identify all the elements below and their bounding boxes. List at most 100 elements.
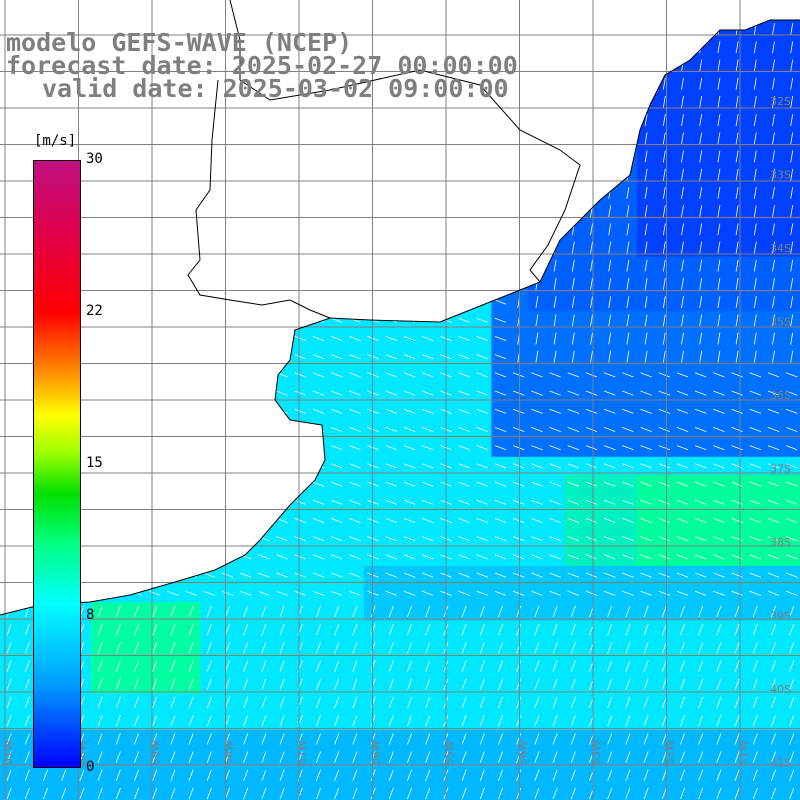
wind-arrow — [662, 277, 666, 290]
wind-arrow — [622, 536, 634, 542]
wind-arrow — [698, 660, 704, 672]
wind-arrow — [148, 208, 161, 214]
wind-arrow — [367, 354, 379, 360]
field-cell — [163, 365, 183, 385]
latitude-label: 35S — [770, 316, 791, 329]
wind-arrow — [112, 518, 125, 523]
wind-arrow — [349, 172, 361, 178]
wind-arrow — [571, 114, 575, 127]
wind-arrow — [115, 751, 121, 763]
field-cell — [200, 365, 219, 385]
wind-arrow — [330, 299, 343, 305]
wind-arrow — [643, 678, 649, 691]
wind-arrow — [694, 427, 707, 432]
wind-arrow — [681, 77, 684, 90]
wind-arrow — [148, 390, 161, 396]
wind-arrow — [276, 390, 288, 396]
field-cell — [382, 183, 401, 203]
wind-arrow — [312, 172, 325, 178]
wind-arrow — [753, 296, 757, 309]
wind-arrow — [112, 208, 125, 214]
wind-arrow — [206, 751, 212, 763]
wind-arrow — [279, 714, 285, 727]
wind-arrow — [590, 241, 593, 254]
wind-arrow — [94, 172, 106, 178]
wind-arrow — [94, 354, 106, 360]
field-cell — [0, 183, 19, 203]
wind-arrow — [385, 590, 398, 596]
wind-arrow — [403, 408, 416, 414]
field-cell — [400, 111, 420, 130]
wind-arrow — [789, 733, 795, 745]
wind-arrow — [206, 714, 212, 727]
wind-arrow — [167, 590, 179, 596]
wind-arrow — [115, 769, 121, 782]
wind-arrow — [681, 168, 684, 181]
wind-arrow — [622, 554, 634, 560]
field-cell — [655, 56, 674, 76]
wind-arrow — [694, 572, 707, 578]
wind-arrow — [421, 263, 434, 269]
wind-arrow — [421, 481, 434, 487]
wind-arrow — [771, 660, 776, 672]
wind-arrow — [680, 714, 685, 727]
wind-arrow — [644, 150, 648, 163]
wind-arrow — [221, 590, 234, 596]
wind-arrow — [608, 77, 612, 90]
wind-arrow — [676, 536, 689, 542]
wind-arrow — [571, 296, 575, 309]
wind-arrow — [261, 696, 267, 709]
wind-arrow — [185, 372, 197, 378]
wind-arrow — [567, 572, 580, 578]
wind-arrow — [367, 427, 379, 432]
wind-arrow — [608, 259, 612, 272]
wind-arrow — [367, 518, 379, 523]
field-cell — [145, 438, 165, 458]
wind-arrow — [148, 281, 161, 287]
wind-arrow — [698, 751, 704, 763]
wind-arrow — [385, 226, 398, 232]
wind-arrow — [753, 59, 757, 72]
field-cell — [309, 129, 329, 148]
wind-arrow — [206, 769, 212, 782]
field-cell — [345, 111, 365, 130]
wind-arrow — [312, 135, 325, 141]
wind-arrow — [385, 44, 398, 50]
field-cell — [491, 220, 511, 239]
wind-arrow — [21, 572, 34, 578]
field-cell — [0, 220, 19, 239]
wind-arrow — [531, 390, 543, 396]
wind-arrow — [334, 714, 340, 727]
wind-arrow — [458, 554, 470, 560]
wind-arrow — [570, 623, 576, 636]
wind-arrow — [167, 117, 179, 123]
wind-arrow — [134, 769, 139, 782]
wind-arrow — [494, 208, 507, 214]
wind-arrow — [188, 733, 194, 745]
latitude-label: 37S — [770, 463, 791, 476]
longitude-label: 52W — [664, 740, 677, 765]
field-cell — [145, 111, 165, 130]
wind-arrow — [626, 241, 630, 254]
field-cell — [200, 547, 219, 567]
wind-arrow — [312, 299, 325, 305]
wind-arrow — [590, 259, 593, 272]
wind-arrow — [167, 135, 179, 141]
wind-arrow — [112, 117, 125, 123]
wind-arrow — [790, 23, 794, 36]
wind-arrow — [349, 263, 361, 269]
wind-arrow — [6, 733, 12, 745]
wind-arrow — [421, 172, 434, 178]
wind-arrow — [570, 696, 576, 709]
wind-arrow — [239, 263, 252, 269]
wind-arrow — [130, 481, 143, 487]
wind-arrow — [608, 114, 612, 127]
wind-arrow — [24, 623, 30, 636]
wind-arrow — [167, 172, 179, 178]
wind-arrow — [21, 154, 34, 159]
wind-arrow — [243, 678, 249, 691]
wind-arrow — [294, 317, 307, 323]
wind-arrow — [148, 408, 161, 414]
wind-arrow — [170, 660, 176, 672]
wind-arrow — [735, 314, 739, 327]
